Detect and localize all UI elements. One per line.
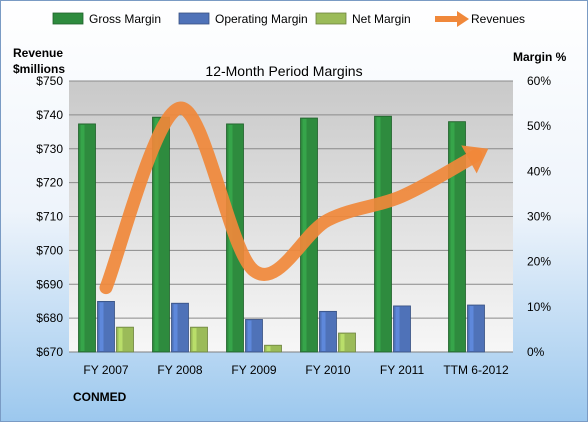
company-label: CONMED <box>73 390 127 404</box>
chart-title: 12-Month Period Margins <box>205 63 362 79</box>
x-tick-label: FY 2007 <box>83 363 128 377</box>
bar-highlight <box>100 302 104 351</box>
y-left-tick-label: $740 <box>36 108 63 122</box>
bar-highlight <box>248 320 252 351</box>
y-left-tick-label: $680 <box>36 311 63 325</box>
bar-highlight <box>322 312 326 351</box>
y-right-axis-label: Margin % <box>513 50 567 64</box>
bar-highlight <box>377 117 381 351</box>
y-left-tick-label: $750 <box>36 74 63 88</box>
y-left-tick-label: $720 <box>36 176 63 190</box>
x-tick-label: TTM 6-2012 <box>443 363 509 377</box>
y-left-tick-label: $730 <box>36 142 63 156</box>
y-right-tick-label: 0% <box>527 345 545 359</box>
x-tick-label: FY 2011 <box>380 363 425 377</box>
bar-highlight <box>451 123 455 351</box>
bar-highlight <box>119 328 123 351</box>
bar-highlight <box>341 334 345 351</box>
x-tick-label: FY 2009 <box>231 363 276 377</box>
bar-highlight <box>193 328 197 351</box>
legend-label: Revenues <box>471 12 525 26</box>
y-right-tick-label: 10% <box>527 300 551 314</box>
bar-highlight <box>174 304 178 351</box>
y-left-axis-label: Revenue <box>13 46 63 60</box>
bar-highlight <box>81 125 85 351</box>
y-right-tick-label: 30% <box>527 210 551 224</box>
y-left-tick-label: $710 <box>36 210 63 224</box>
y-left-tick-label: $700 <box>36 243 63 257</box>
legend-swatch-arrow <box>457 11 469 27</box>
bar-highlight <box>267 346 271 351</box>
y-right-tick-label: 50% <box>527 119 551 133</box>
x-tick-label: FY 2010 <box>305 363 350 377</box>
y-left-axis-label: $millions <box>13 62 65 76</box>
bar-highlight <box>396 307 400 351</box>
legend-swatch <box>53 13 83 24</box>
y-right-tick-label: 20% <box>527 255 551 269</box>
legend-swatch <box>316 13 346 24</box>
legend-label: Operating Margin <box>215 12 308 26</box>
y-left-tick-label: $690 <box>36 277 63 291</box>
legend-label: Gross Margin <box>89 12 161 26</box>
x-tick-label: FY 2008 <box>157 363 202 377</box>
y-right-tick-label: 40% <box>527 164 551 178</box>
bar-highlight <box>470 306 474 351</box>
y-right-tick-label: 60% <box>527 74 551 88</box>
legend-swatch <box>179 13 209 24</box>
legend-label: Net Margin <box>352 12 411 26</box>
y-left-tick-label: $670 <box>36 345 63 359</box>
